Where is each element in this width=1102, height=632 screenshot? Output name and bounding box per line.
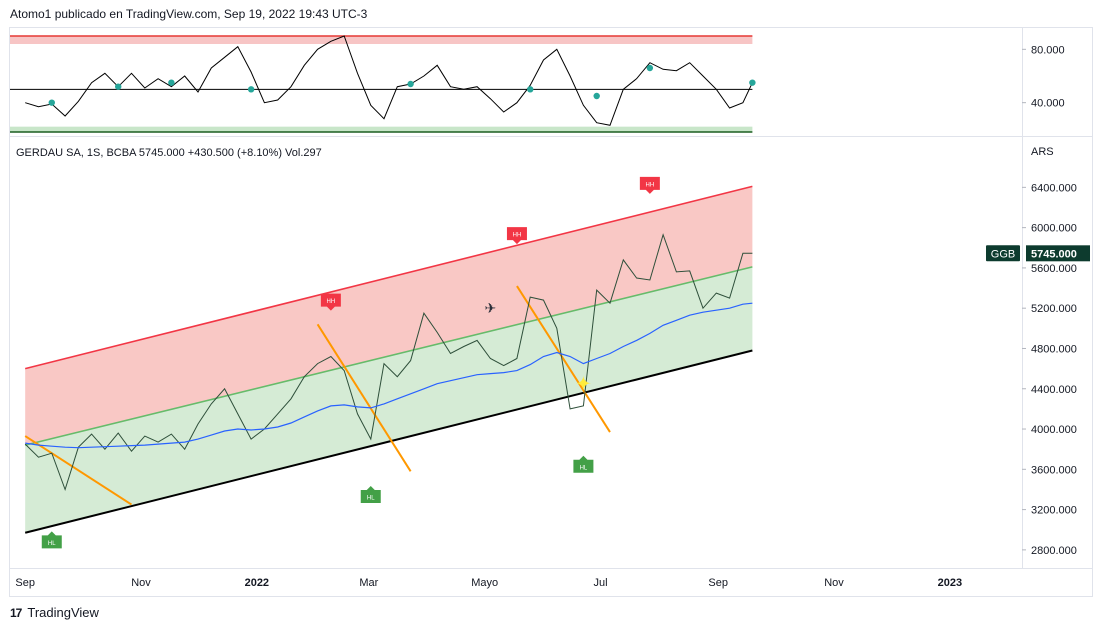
price-line (24, 233, 753, 492)
overbought-zone (10, 36, 753, 44)
oscillator-line (25, 35, 753, 126)
pivot-marker-text: HL (580, 465, 588, 471)
symbol-badge-text: GGB (991, 248, 1015, 260)
pivot-marker-text: HL (367, 496, 375, 502)
pivot-marker-shape (320, 293, 341, 311)
price-ytick-label: 2800.000 (1031, 545, 1077, 557)
symbol-badge (986, 245, 1020, 262)
pivot-marker-shape (573, 455, 594, 473)
pivot-marker-shape (360, 486, 381, 504)
footer-brand[interactable]: 17 TradingView (10, 605, 99, 620)
oscillator-signal-dot (115, 83, 122, 90)
pivot-marker-text: HH (513, 233, 522, 239)
x-tick-label: Sep (15, 577, 35, 589)
moving-average-line (25, 302, 753, 449)
oversold-zone (10, 126, 753, 132)
channel-lower-line (24, 349, 753, 534)
x-tick-label: Nov (824, 577, 844, 589)
pivot-marker-shape (506, 227, 527, 245)
yellow-star-icon: ✦ (575, 372, 592, 396)
pivot-marker-text: HL (48, 541, 56, 547)
pivot-marker-shape (41, 531, 62, 549)
x-tick-label: Mar (359, 577, 378, 589)
price-ytick-label: 4800.000 (1031, 343, 1077, 355)
oscillator-signal-dot (168, 79, 175, 86)
channel-mid-line (24, 266, 753, 446)
x-tick-label: Mayo (471, 577, 498, 589)
x-tick-label: 2023 (938, 577, 962, 589)
pivot-hh-label: HH (320, 293, 341, 311)
price-ytick-label: 6400.000 (1031, 182, 1077, 194)
price-ytick-label: 5200.000 (1031, 303, 1077, 315)
x-tick-label: Jul (593, 577, 607, 589)
osc-ytick-label: 40.000 (1031, 98, 1065, 110)
channel-lower-zone (25, 266, 753, 533)
chart-frame (9, 27, 1093, 597)
price-ytick-label: 3200.000 (1031, 505, 1077, 517)
pivot-marker-text: HH (646, 182, 655, 188)
oscillator-signal-dot (749, 79, 756, 86)
channel-upper-line (24, 185, 753, 370)
pivot-hl-label: HL (360, 486, 381, 504)
oscillator-signal-dot (247, 86, 255, 93)
price-ytick-label: 3600.000 (1031, 464, 1077, 476)
pivot-hh-label: HH (506, 227, 527, 245)
last-price-badge[interactable] (1026, 245, 1090, 262)
trend-line[interactable] (24, 435, 133, 506)
price-legend-title: GERDAU SA, 1S, BCBA 5745.000 +430.500 (+… (16, 147, 322, 159)
oscillator-signal-dot (407, 80, 414, 88)
osc-ytick-label: 80.000 (1031, 44, 1065, 56)
trend-line[interactable] (516, 285, 611, 433)
x-tick-label: 2022 (245, 577, 269, 589)
oscillator-signal-dot (527, 86, 534, 93)
trend-line[interactable] (316, 323, 412, 472)
airplane-icon: ✈ (485, 301, 497, 317)
currency-label: ARS (1031, 146, 1054, 158)
x-tick-label: Nov (131, 577, 151, 589)
price-ytick-label: 5600.000 (1031, 263, 1077, 275)
channel-upper-zone (25, 186, 753, 446)
pivot-hh-label: HH (639, 176, 660, 194)
publish-caption: Atomo1 publicado en TradingView.com, Sep… (10, 7, 368, 21)
x-tick-label: Sep (708, 577, 728, 589)
price-ytick-label: 4400.000 (1031, 384, 1077, 396)
price-ytick-label: 4000.000 (1031, 424, 1077, 436)
oscillator-signal-dot (48, 99, 55, 106)
brand-label: TradingView (27, 605, 99, 620)
tradingview-logo: 17 (10, 605, 22, 620)
price-ytick-label: 6000.000 (1031, 223, 1077, 235)
pivot-marker-text: HH (327, 299, 336, 305)
oscillator-signal-dot (646, 64, 654, 72)
pivot-hl-label: HL (41, 531, 62, 549)
pivot-hl-label: HL (573, 455, 594, 473)
last-price-badge-text: 5745.000 (1031, 248, 1077, 260)
pivot-marker-shape (639, 176, 660, 194)
oscillator-signal-dot (593, 92, 600, 100)
